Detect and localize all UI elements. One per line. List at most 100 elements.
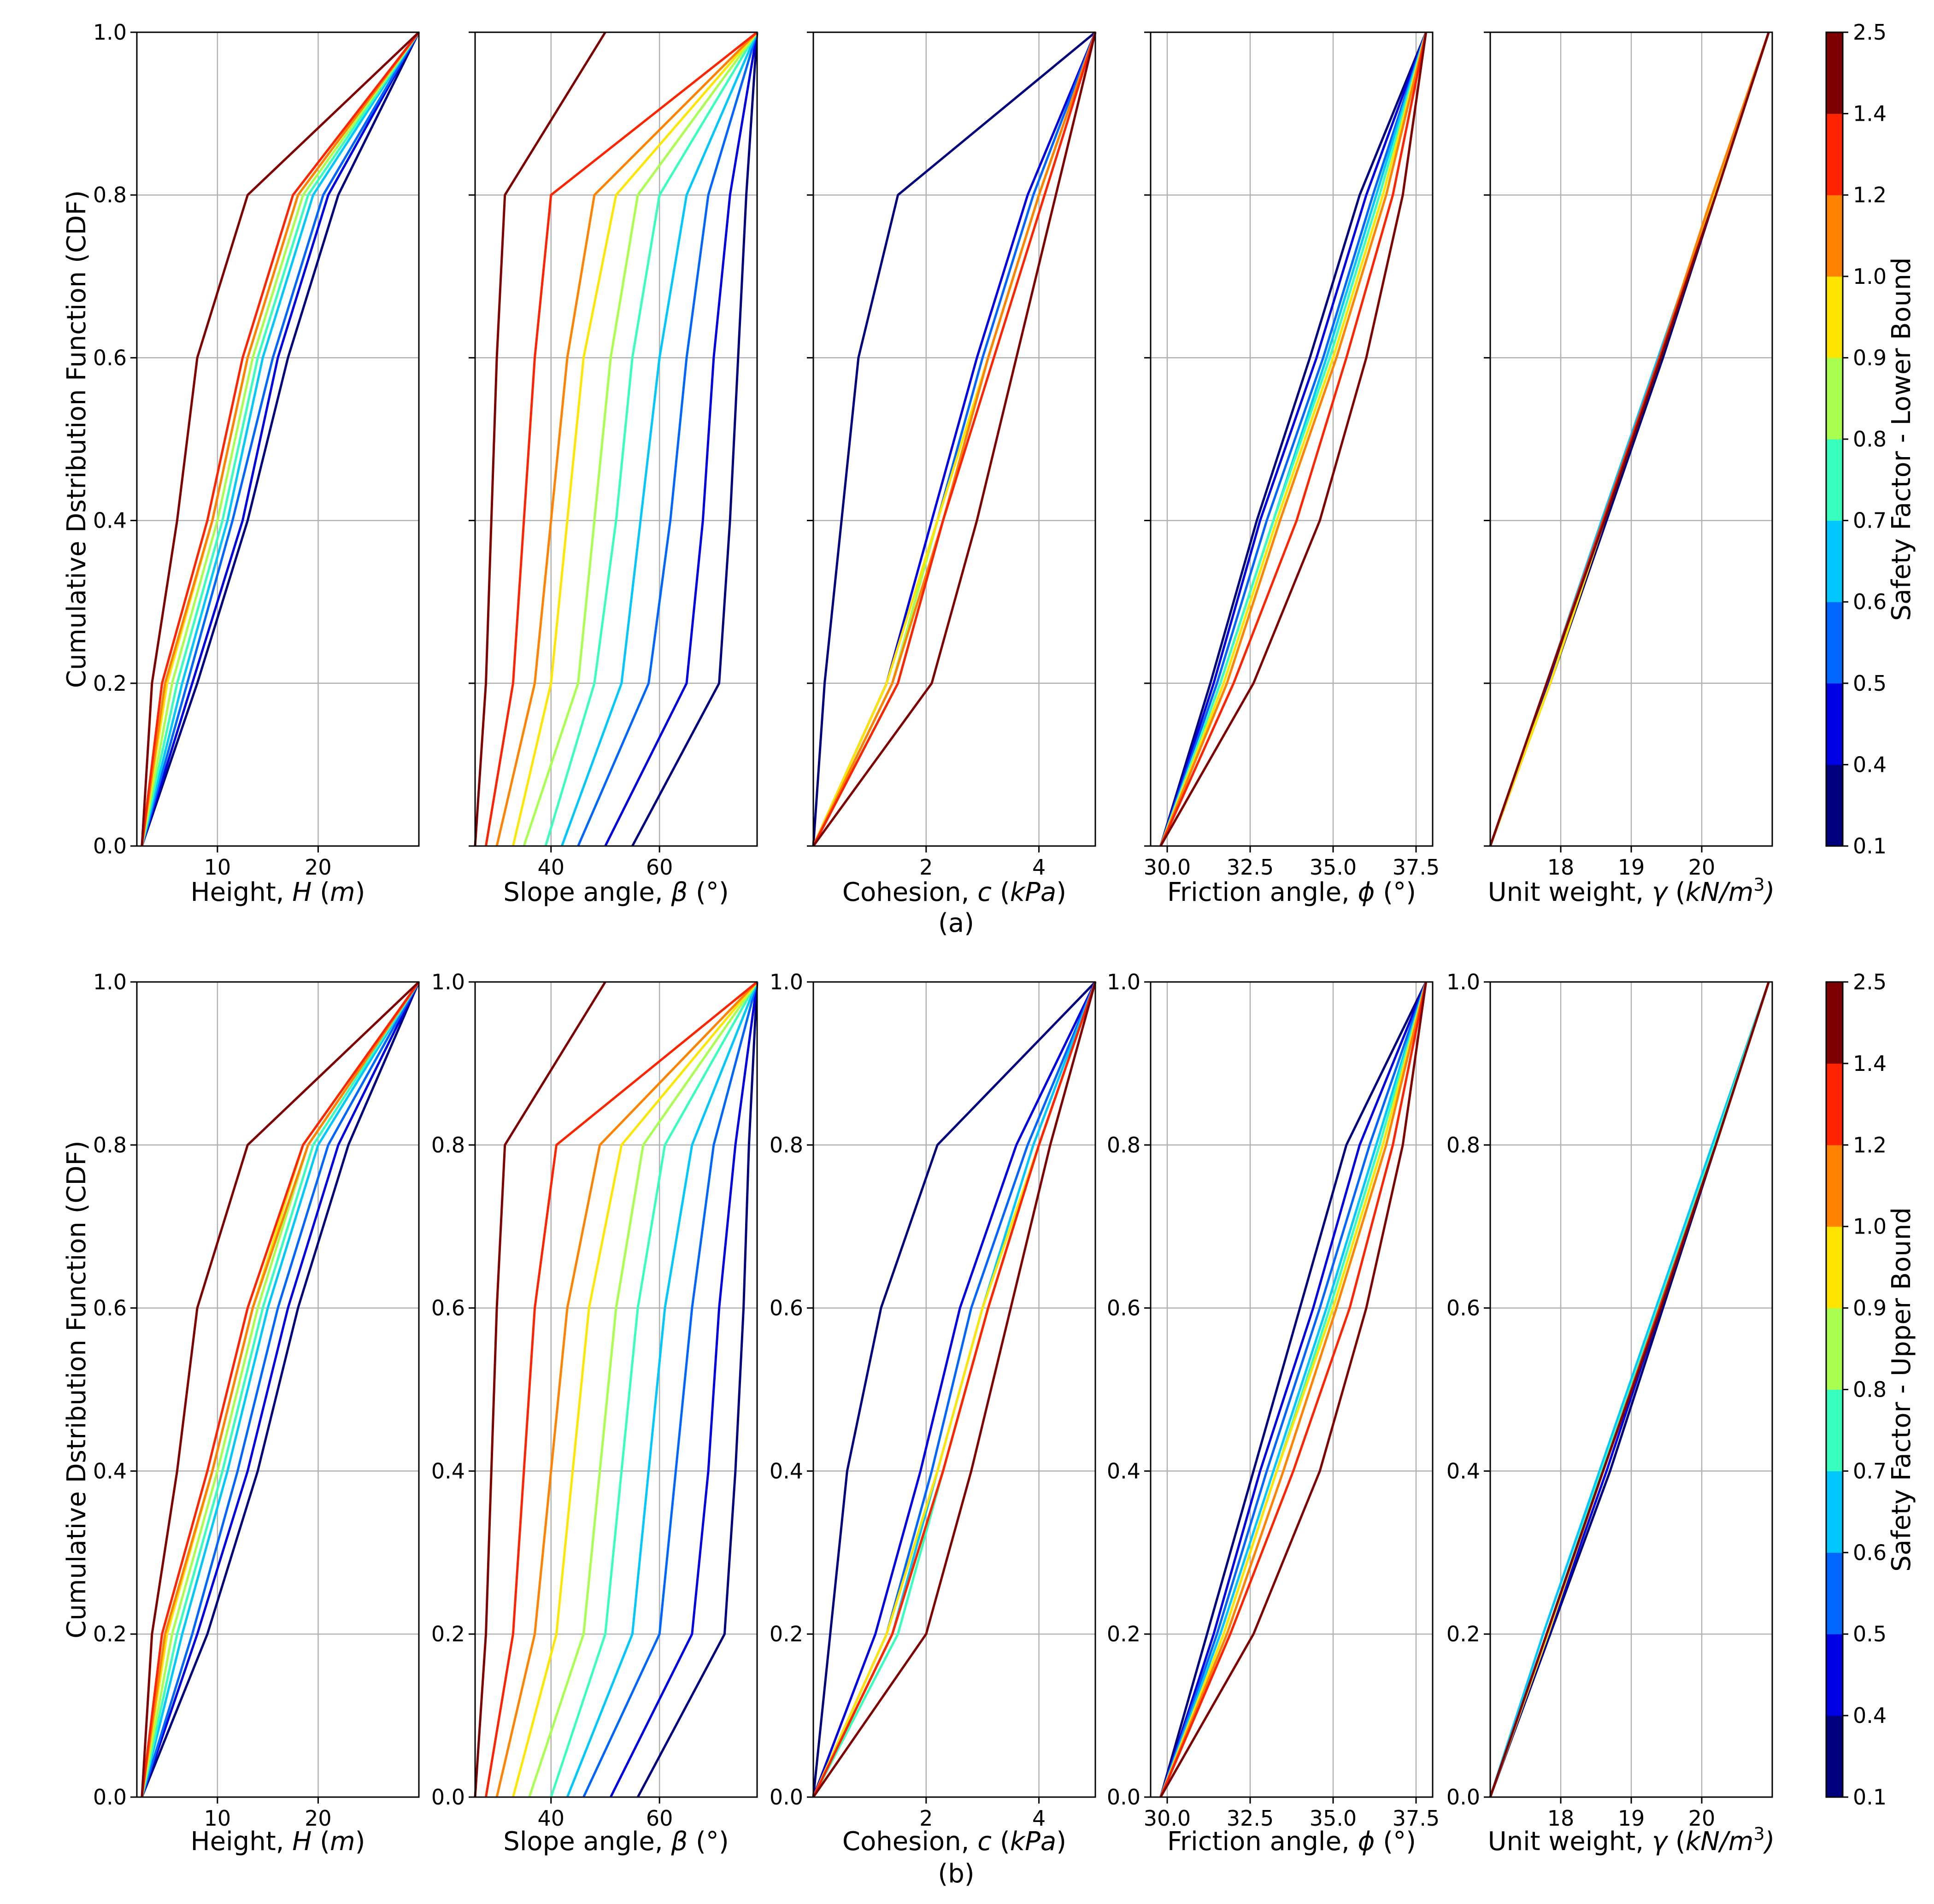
cdf-series-1 [141, 31, 420, 846]
subplot-H: 10 20 0.0 0.2 0.4 0.6 0.8 1.0 Height, H (m) [93, 970, 420, 1857]
y-tick-label: 1.0 [93, 20, 127, 45]
x-axis-label: Unit weight, γ (kN/m3) [1488, 1824, 1775, 1857]
colorbar-tick-label: 0.6 [1853, 589, 1887, 614]
subfigure-caption: (a) [938, 908, 974, 938]
cdf-series-9 [1159, 32, 1428, 847]
cdf-series-9 [812, 981, 1097, 1798]
y-axis-label: Cumulative Dstribution Function (CDF) [62, 190, 92, 688]
cdf-series-2 [141, 981, 420, 1798]
x-tick-label: 10 [204, 855, 231, 880]
x-tick-label: 20 [305, 1806, 332, 1831]
x-tick-label: 10 [204, 1806, 231, 1831]
colorbar-tick-label: 0.7 [1853, 508, 1887, 533]
y-tick-label: 1.0 [1446, 970, 1480, 994]
colorbar-tick-label: 1.0 [1853, 264, 1887, 289]
x-tick-label: 40 [537, 1806, 564, 1831]
cdf-series-3 [1159, 981, 1427, 1798]
cdf-series-4 [1159, 32, 1428, 846]
cdf-series-2 [141, 31, 420, 846]
cdf-series-8 [141, 981, 420, 1798]
subplot-gamma: 18 19 20 0.0 0.2 0.4 0.6 0.8 1.0 Unit weight, γ (… [1446, 970, 1775, 1857]
x-tick-label: 37.5 [1393, 855, 1440, 880]
colorbar-tick-label: 0.5 [1853, 671, 1887, 696]
colorbar-segment [1826, 602, 1843, 684]
y-tick-label: 0.8 [93, 182, 127, 207]
x-tick-label: 4 [1032, 1806, 1046, 1831]
y-tick-label: 0.6 [1446, 1296, 1480, 1321]
cdf-series-7 [495, 31, 758, 846]
y-tick-label: 1.0 [93, 970, 127, 994]
cdf-series-6 [1159, 981, 1428, 1798]
cdf-series-1 [812, 981, 1097, 1798]
cdf-series-5 [528, 981, 758, 1798]
colorbar-tick-label: 0.7 [1853, 1458, 1887, 1483]
cdf-series-9 [141, 981, 420, 1798]
x-axis-label: Friction angle, ϕ (°) [1167, 877, 1416, 907]
x-axis-label: Slope angle, β (°) [503, 1827, 729, 1857]
y-tick-label: 0.0 [431, 1785, 465, 1810]
cdf-series-7 [812, 32, 1097, 847]
colorbar-segment [1826, 1389, 1843, 1471]
y-tick-label: 1.0 [770, 970, 803, 994]
x-axis-label: Unit weight, γ (kN/m3) [1488, 875, 1775, 907]
y-tick-label: 0.2 [93, 671, 127, 696]
colorbar-segment [1826, 1552, 1843, 1634]
y-tick-label: 0.4 [1107, 1458, 1140, 1483]
cdf-series-6 [511, 981, 758, 1798]
cdf-series-6 [1159, 32, 1428, 846]
x-axis-label: Height, H (m) [191, 1827, 365, 1857]
y-tick-label: 0.8 [1107, 1133, 1140, 1158]
cdf-series-0 [1159, 32, 1427, 846]
cdf-series-8 [485, 31, 758, 846]
cdf-series-6 [511, 31, 758, 846]
x-axis-label: Friction angle, ϕ (°) [1167, 1827, 1416, 1857]
y-tick-label: 0.2 [770, 1622, 803, 1646]
cdf-series-7 [1159, 981, 1428, 1798]
cdf-series-1 [141, 981, 420, 1798]
x-tick-label: 20 [305, 855, 332, 880]
cdf-series-2 [582, 981, 758, 1798]
cdf-series-8 [1159, 32, 1428, 847]
subplot-H: 10 20 0.0 0.2 0.4 0.6 0.8 1.0 Height, H (m) [93, 20, 420, 907]
x-tick-label: 60 [646, 855, 673, 880]
cdf-series-1 [1159, 32, 1427, 846]
y-tick-label: 0.4 [93, 1458, 127, 1483]
colorbar-segment [1826, 764, 1843, 846]
x-tick-label: 20 [1688, 1806, 1716, 1831]
colorbar-tick-label: 0.5 [1853, 1622, 1887, 1646]
colorbar-segment [1826, 683, 1843, 765]
y-tick-label: 1.0 [1107, 970, 1140, 994]
colorbar-label: Safety Factor - Lower Bound [1887, 258, 1916, 621]
subplot-beta: 40 60 0.0 0.2 0.4 0.6 0.8 1.0 Slope angle, β (°) [431, 970, 758, 1857]
cdf-series-9 [1489, 981, 1770, 1798]
cdf-series-4 [550, 981, 758, 1798]
y-tick-label: 0.0 [93, 834, 127, 858]
y-tick-label: 0.6 [93, 1296, 127, 1321]
colorbar-segment [1826, 32, 1843, 114]
x-tick-label: 40 [537, 855, 564, 880]
chart-row-b: 10 20 0.0 0.2 0.4 0.6 0.8 1.0 Height, H (m) 40 60 0… [62, 970, 1916, 1889]
cdf-series-2 [577, 32, 758, 846]
cdf-series-2 [1159, 981, 1427, 1798]
cdf-series-7 [495, 981, 758, 1798]
colorbar-segment [1826, 276, 1843, 358]
axes-frame [474, 31, 758, 847]
cdf-series-9 [1159, 981, 1428, 1798]
y-tick-label: 0.4 [431, 1458, 465, 1483]
x-axis-label: Cohesion, c (kPa) [842, 877, 1066, 907]
cdf-series-9 [474, 981, 606, 1798]
y-tick-label: 0.6 [431, 1296, 465, 1321]
colorbar-segment [1826, 1226, 1843, 1309]
x-tick-label: 2 [919, 1806, 933, 1831]
x-tick-label: 18 [1547, 1806, 1575, 1831]
cdf-series-0 [141, 31, 420, 846]
cdf-series-4 [141, 31, 420, 846]
y-tick-label: 0.8 [770, 1133, 803, 1158]
cdf-series-4 [141, 981, 420, 1798]
axes-frame [1150, 981, 1434, 1798]
colorbar-segment [1826, 195, 1843, 277]
